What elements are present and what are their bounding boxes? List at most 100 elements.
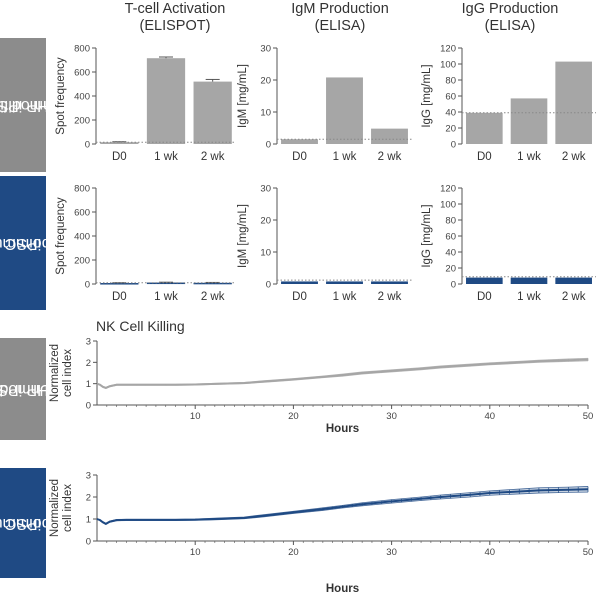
y-tick-label: 200 — [74, 256, 90, 267]
y-tick-label: 3 — [86, 471, 91, 482]
bar — [100, 142, 139, 144]
bar — [326, 77, 363, 144]
x-tick-label: D0 — [292, 291, 307, 303]
y-tick-label: 60 — [445, 232, 456, 243]
x-tick-label: D0 — [477, 151, 492, 163]
bar-chart-igg_hypo: 0 20 40 60 80 100 120 IgG [mg/mL] D0 1 wk 2 wk — [421, 184, 596, 303]
bar — [281, 139, 318, 144]
line-chart-nk_unmod: 0 1 2 3 10 20 30 40 50 NK Cell Killing Hours Normal… — [49, 318, 593, 435]
x-tick-label: D0 — [112, 291, 127, 303]
y-tick-label: 0 — [85, 280, 90, 291]
y-tick-label: 600 — [74, 208, 90, 219]
column-title-tcell: T-cell Activation (ELISPOT) — [100, 1, 250, 35]
y-tick-label: 10 — [260, 108, 271, 119]
y-tick-label: 200 — [74, 116, 90, 127]
chart-title: NK Cell Killing — [96, 318, 185, 334]
y-tick-label: 80 — [445, 216, 456, 227]
y-tick-label: 0 — [85, 140, 90, 151]
column-title-line: IgG Production — [461, 1, 559, 17]
y-axis-label-line: cell index — [62, 484, 74, 532]
column-title-line: (ELISA) — [484, 18, 536, 34]
bar-chart-tcell_unmod: 0 200 400 600 800 Spot frequency D0 1 wk 2 wk — [55, 44, 236, 163]
y-tick-label: 20 — [445, 264, 456, 275]
y-tick-label: 1 — [86, 515, 91, 526]
y-tick-label: 120 — [440, 184, 456, 195]
bar — [146, 282, 186, 285]
column-title-line: (ELISPOT) — [139, 18, 211, 34]
y-axis-label-line: cell index — [62, 349, 74, 397]
x-tick-label: 1 wk — [154, 291, 178, 303]
column-title-line: T-cell Activation — [124, 1, 226, 17]
y-tick-label: 40 — [445, 108, 456, 119]
x-tick-label: 30 — [386, 547, 397, 558]
y-tick-label: 10 — [260, 248, 271, 259]
y-tick-label: 600 — [74, 68, 90, 79]
x-tick-label: 2 wk — [201, 291, 225, 303]
x-tick-label: 20 — [288, 411, 299, 422]
bar — [371, 128, 408, 144]
x-tick-label: 2 wk — [562, 151, 586, 163]
bar — [555, 277, 592, 284]
x-tick-label: 10 — [190, 547, 201, 558]
x-tick-label: 1 wk — [333, 151, 357, 163]
series-line — [96, 488, 589, 525]
column-title-line: IgM Production — [291, 1, 389, 17]
bar — [281, 281, 318, 284]
y-tick-label: 1 — [86, 379, 91, 390]
row-label-unmodified: UnmodifiedNHP iPSC — [0, 38, 63, 172]
row-label-unmod-nk: Unmod.NHP iPSC — [0, 338, 60, 440]
y-axis-label: IgG [mg/mL] — [421, 204, 433, 267]
y-axis-label-line: Normalized — [49, 479, 61, 537]
x-tick-label: 30 — [386, 411, 397, 422]
bar — [510, 98, 548, 144]
bar-chart-tcell_hypo: 0 200 400 600 800 Spot frequency D0 1 wk 2 wk — [55, 184, 236, 303]
y-axis-label: Spot frequency — [55, 57, 67, 135]
bar — [371, 281, 408, 284]
y-tick-label: 800 — [74, 184, 90, 195]
x-tick-label: 1 wk — [333, 291, 357, 303]
y-tick-label: 20 — [445, 124, 456, 135]
x-tick-label: 2 wk — [562, 291, 586, 303]
x-axis-label: Hours — [326, 423, 359, 435]
bar — [193, 282, 232, 285]
y-tick-label: 0 — [86, 537, 91, 548]
x-tick-label: 2 wk — [378, 151, 402, 163]
x-tick-label: D0 — [477, 291, 492, 303]
y-tick-label: 0 — [451, 280, 456, 291]
x-tick-label: 1 wk — [517, 291, 541, 303]
y-tick-label: 60 — [445, 92, 456, 103]
y-tick-label: 400 — [74, 232, 90, 243]
y-tick-label: 3 — [86, 337, 91, 348]
y-tick-label: 0 — [451, 140, 456, 151]
x-tick-label: 50 — [583, 411, 594, 422]
y-tick-label: 40 — [445, 248, 456, 259]
bar — [466, 277, 503, 284]
x-tick-label: 10 — [190, 411, 201, 422]
x-tick-label: 1 wk — [154, 151, 178, 163]
bar-chart-igm_unmod: 0 10 20 30 IgM [mg/mL] D0 1 wk 2 wk — [237, 44, 412, 163]
y-tick-label: 20 — [260, 216, 271, 227]
bar — [100, 283, 139, 285]
y-tick-label: 100 — [440, 60, 456, 71]
row-label-hypoimmune-nk: HypoimmuneiPSC — [0, 468, 70, 578]
y-axis-label: IgM [mg/mL] — [237, 64, 249, 128]
bar-chart-igg_unmod: 0 20 40 60 80 100 120 IgG [mg/mL] D0 1 wk 2 wk — [421, 44, 596, 163]
line-chart-nk_hypo: 0 1 2 3 10 20 30 40 50 Hours Normalized cell index — [49, 471, 593, 596]
y-axis-label-line: Normalized — [49, 344, 61, 402]
y-tick-label: 0 — [86, 401, 91, 412]
row-label-hypoimmune: HypoimmuneiPSC — [0, 176, 70, 310]
y-axis-label: IgM [mg/mL] — [237, 204, 249, 268]
y-tick-label: 80 — [445, 76, 456, 87]
x-tick-label: 40 — [485, 547, 496, 558]
series-line — [96, 358, 589, 390]
y-tick-label: 800 — [74, 44, 90, 55]
y-axis-label: Spot frequency — [55, 197, 67, 275]
bar — [555, 61, 592, 144]
y-tick-label: 30 — [260, 44, 271, 55]
x-tick-label: D0 — [112, 151, 127, 163]
column-title-igg: IgG Production (ELISA) — [430, 1, 590, 35]
y-tick-label: 2 — [86, 493, 91, 504]
x-axis-label: Hours — [326, 583, 359, 595]
bar — [193, 81, 232, 144]
